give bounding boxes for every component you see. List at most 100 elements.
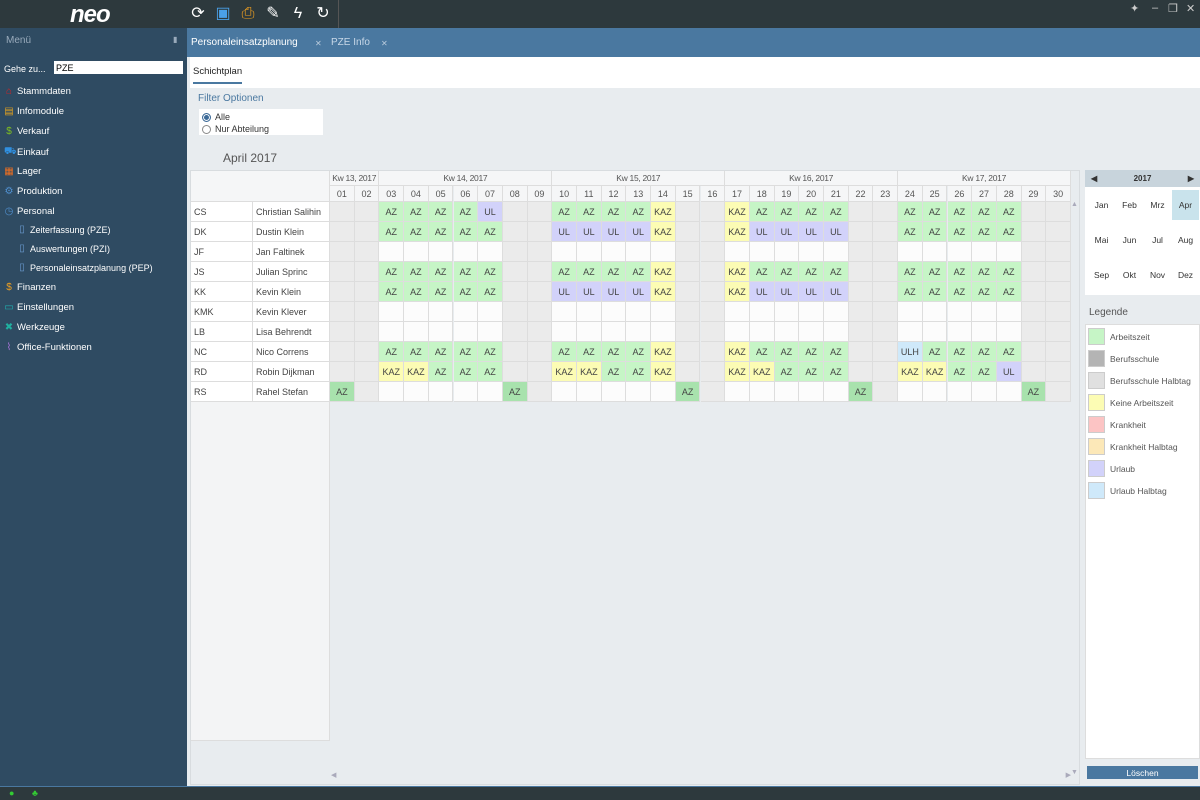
shift-cell[interactable]: AZ [799, 342, 824, 362]
shift-cell[interactable]: AZ [601, 202, 627, 222]
shift-cell[interactable] [675, 202, 701, 222]
shift-cell[interactable] [428, 322, 454, 342]
shift-cell[interactable]: KAZ [379, 362, 405, 382]
next-year-icon[interactable]: ▶ [1187, 174, 1194, 183]
shift-cell[interactable] [898, 302, 923, 322]
shift-cell[interactable] [725, 322, 750, 342]
shift-cell[interactable]: AZ [824, 362, 849, 382]
shift-cell[interactable] [675, 262, 701, 282]
shift-cell[interactable]: AZ [922, 222, 948, 242]
month-mrz[interactable]: Mrz [1150, 200, 1165, 210]
month-sep[interactable]: Sep [1093, 270, 1110, 280]
shift-cell[interactable] [379, 382, 405, 402]
shift-cell[interactable] [749, 242, 775, 262]
shift-cell[interactable] [453, 242, 479, 262]
shift-cell[interactable] [354, 362, 380, 382]
restore-icon[interactable]: ❐ [1168, 3, 1178, 15]
shift-cell[interactable] [354, 202, 380, 222]
shift-cell[interactable] [996, 382, 1022, 402]
shift-cell[interactable]: KAZ [922, 362, 948, 382]
shift-cell[interactable] [774, 302, 800, 322]
shift-cell[interactable]: AZ [379, 282, 405, 302]
shift-cell[interactable]: UL [996, 362, 1022, 382]
shift-cell[interactable] [502, 342, 528, 362]
shift-cell[interactable] [330, 262, 355, 282]
shift-cell[interactable]: AZ [996, 282, 1022, 302]
shift-cell[interactable] [354, 322, 380, 342]
shift-cell[interactable] [700, 242, 726, 262]
sidebar-item-auswertungen-pzi[interactable]: ▯ Auswertungen (PZI) [17, 243, 110, 254]
shift-cell[interactable] [848, 282, 874, 302]
shift-cell[interactable] [577, 302, 602, 322]
shift-cell[interactable]: AZ [428, 222, 454, 242]
shift-cell[interactable] [626, 242, 652, 262]
shift-cell[interactable] [428, 242, 454, 262]
shift-cell[interactable] [947, 302, 973, 322]
radio-alle[interactable]: Alle [202, 112, 230, 122]
shift-cell[interactable] [626, 322, 652, 342]
shift-cell[interactable] [873, 282, 899, 302]
shift-cell[interactable]: AZ [428, 362, 454, 382]
shift-cell[interactable]: AZ [749, 342, 775, 362]
edit-document-icon[interactable]: ✎ [266, 5, 280, 22]
shift-cell[interactable] [972, 322, 997, 342]
shift-cell[interactable] [774, 242, 800, 262]
shift-cell[interactable]: KAZ [725, 202, 750, 222]
radio-checked-icon[interactable] [202, 112, 211, 122]
shift-cell[interactable] [700, 342, 726, 362]
shift-cell[interactable]: AZ [972, 282, 997, 302]
shift-cell[interactable] [898, 322, 923, 342]
shift-cell[interactable] [1021, 202, 1047, 222]
shift-cell[interactable]: AZ [922, 342, 948, 362]
shift-cell[interactable] [502, 222, 528, 242]
shift-cell[interactable] [527, 362, 553, 382]
month-jun[interactable]: Jun [1122, 235, 1137, 245]
shift-cell[interactable] [502, 322, 528, 342]
shift-cell[interactable] [1046, 262, 1071, 282]
shift-cell[interactable] [848, 342, 874, 362]
shift-cell[interactable] [947, 382, 973, 402]
print-icon[interactable]: ⎙ [241, 5, 255, 22]
shift-cell[interactable] [626, 382, 652, 402]
shift-cell[interactable]: UL [478, 202, 503, 222]
shift-cell[interactable]: KAZ [651, 202, 676, 222]
shift-cell[interactable]: UL [601, 222, 627, 242]
shift-cell[interactable] [502, 282, 528, 302]
lightning-icon[interactable]: ϟ [293, 5, 303, 22]
shift-cell[interactable]: AZ [922, 262, 948, 282]
shift-cell[interactable]: AZ [404, 262, 429, 282]
shift-cell[interactable]: UL [552, 282, 577, 302]
shift-cell[interactable] [552, 242, 577, 262]
shift-cell[interactable]: AZ [675, 382, 701, 402]
shift-cell[interactable] [502, 202, 528, 222]
shift-cell[interactable]: AZ [428, 202, 454, 222]
shift-cell[interactable]: ULH [898, 342, 923, 362]
month-mai[interactable]: Mai [1094, 235, 1109, 245]
shift-cell[interactable] [1046, 282, 1071, 302]
shift-cell[interactable] [675, 222, 701, 242]
shift-cell[interactable] [996, 322, 1022, 342]
shift-cell[interactable] [675, 282, 701, 302]
sidebar-item-personal[interactable]: ◷ Personal [4, 206, 55, 217]
shift-cell[interactable]: AZ [330, 382, 355, 402]
shift-cell[interactable] [700, 222, 726, 242]
sidebar-item-einkauf[interactable]: ⛟ Einkauf [4, 146, 49, 159]
shift-cell[interactable]: AZ [972, 262, 997, 282]
shift-cell[interactable] [873, 302, 899, 322]
shift-cell[interactable] [626, 302, 652, 322]
month-apr[interactable]: Apr [1172, 190, 1199, 220]
shift-cell[interactable] [651, 242, 676, 262]
shift-cell[interactable]: AZ [379, 342, 405, 362]
shift-cell[interactable]: AZ [996, 202, 1022, 222]
shift-cell[interactable] [404, 302, 429, 322]
refresh-icon[interactable]: ⟳ [191, 5, 205, 22]
shift-cell[interactable]: AZ [799, 202, 824, 222]
goto-input[interactable] [54, 61, 183, 74]
shift-cell[interactable] [873, 262, 899, 282]
shift-cell[interactable]: KAZ [651, 222, 676, 242]
shift-cell[interactable]: KAZ [651, 282, 676, 302]
shift-cell[interactable]: AZ [552, 262, 577, 282]
clear-button[interactable]: Löschen [1087, 766, 1198, 779]
shift-cell[interactable]: AZ [996, 262, 1022, 282]
shift-cell[interactable] [1046, 382, 1071, 402]
